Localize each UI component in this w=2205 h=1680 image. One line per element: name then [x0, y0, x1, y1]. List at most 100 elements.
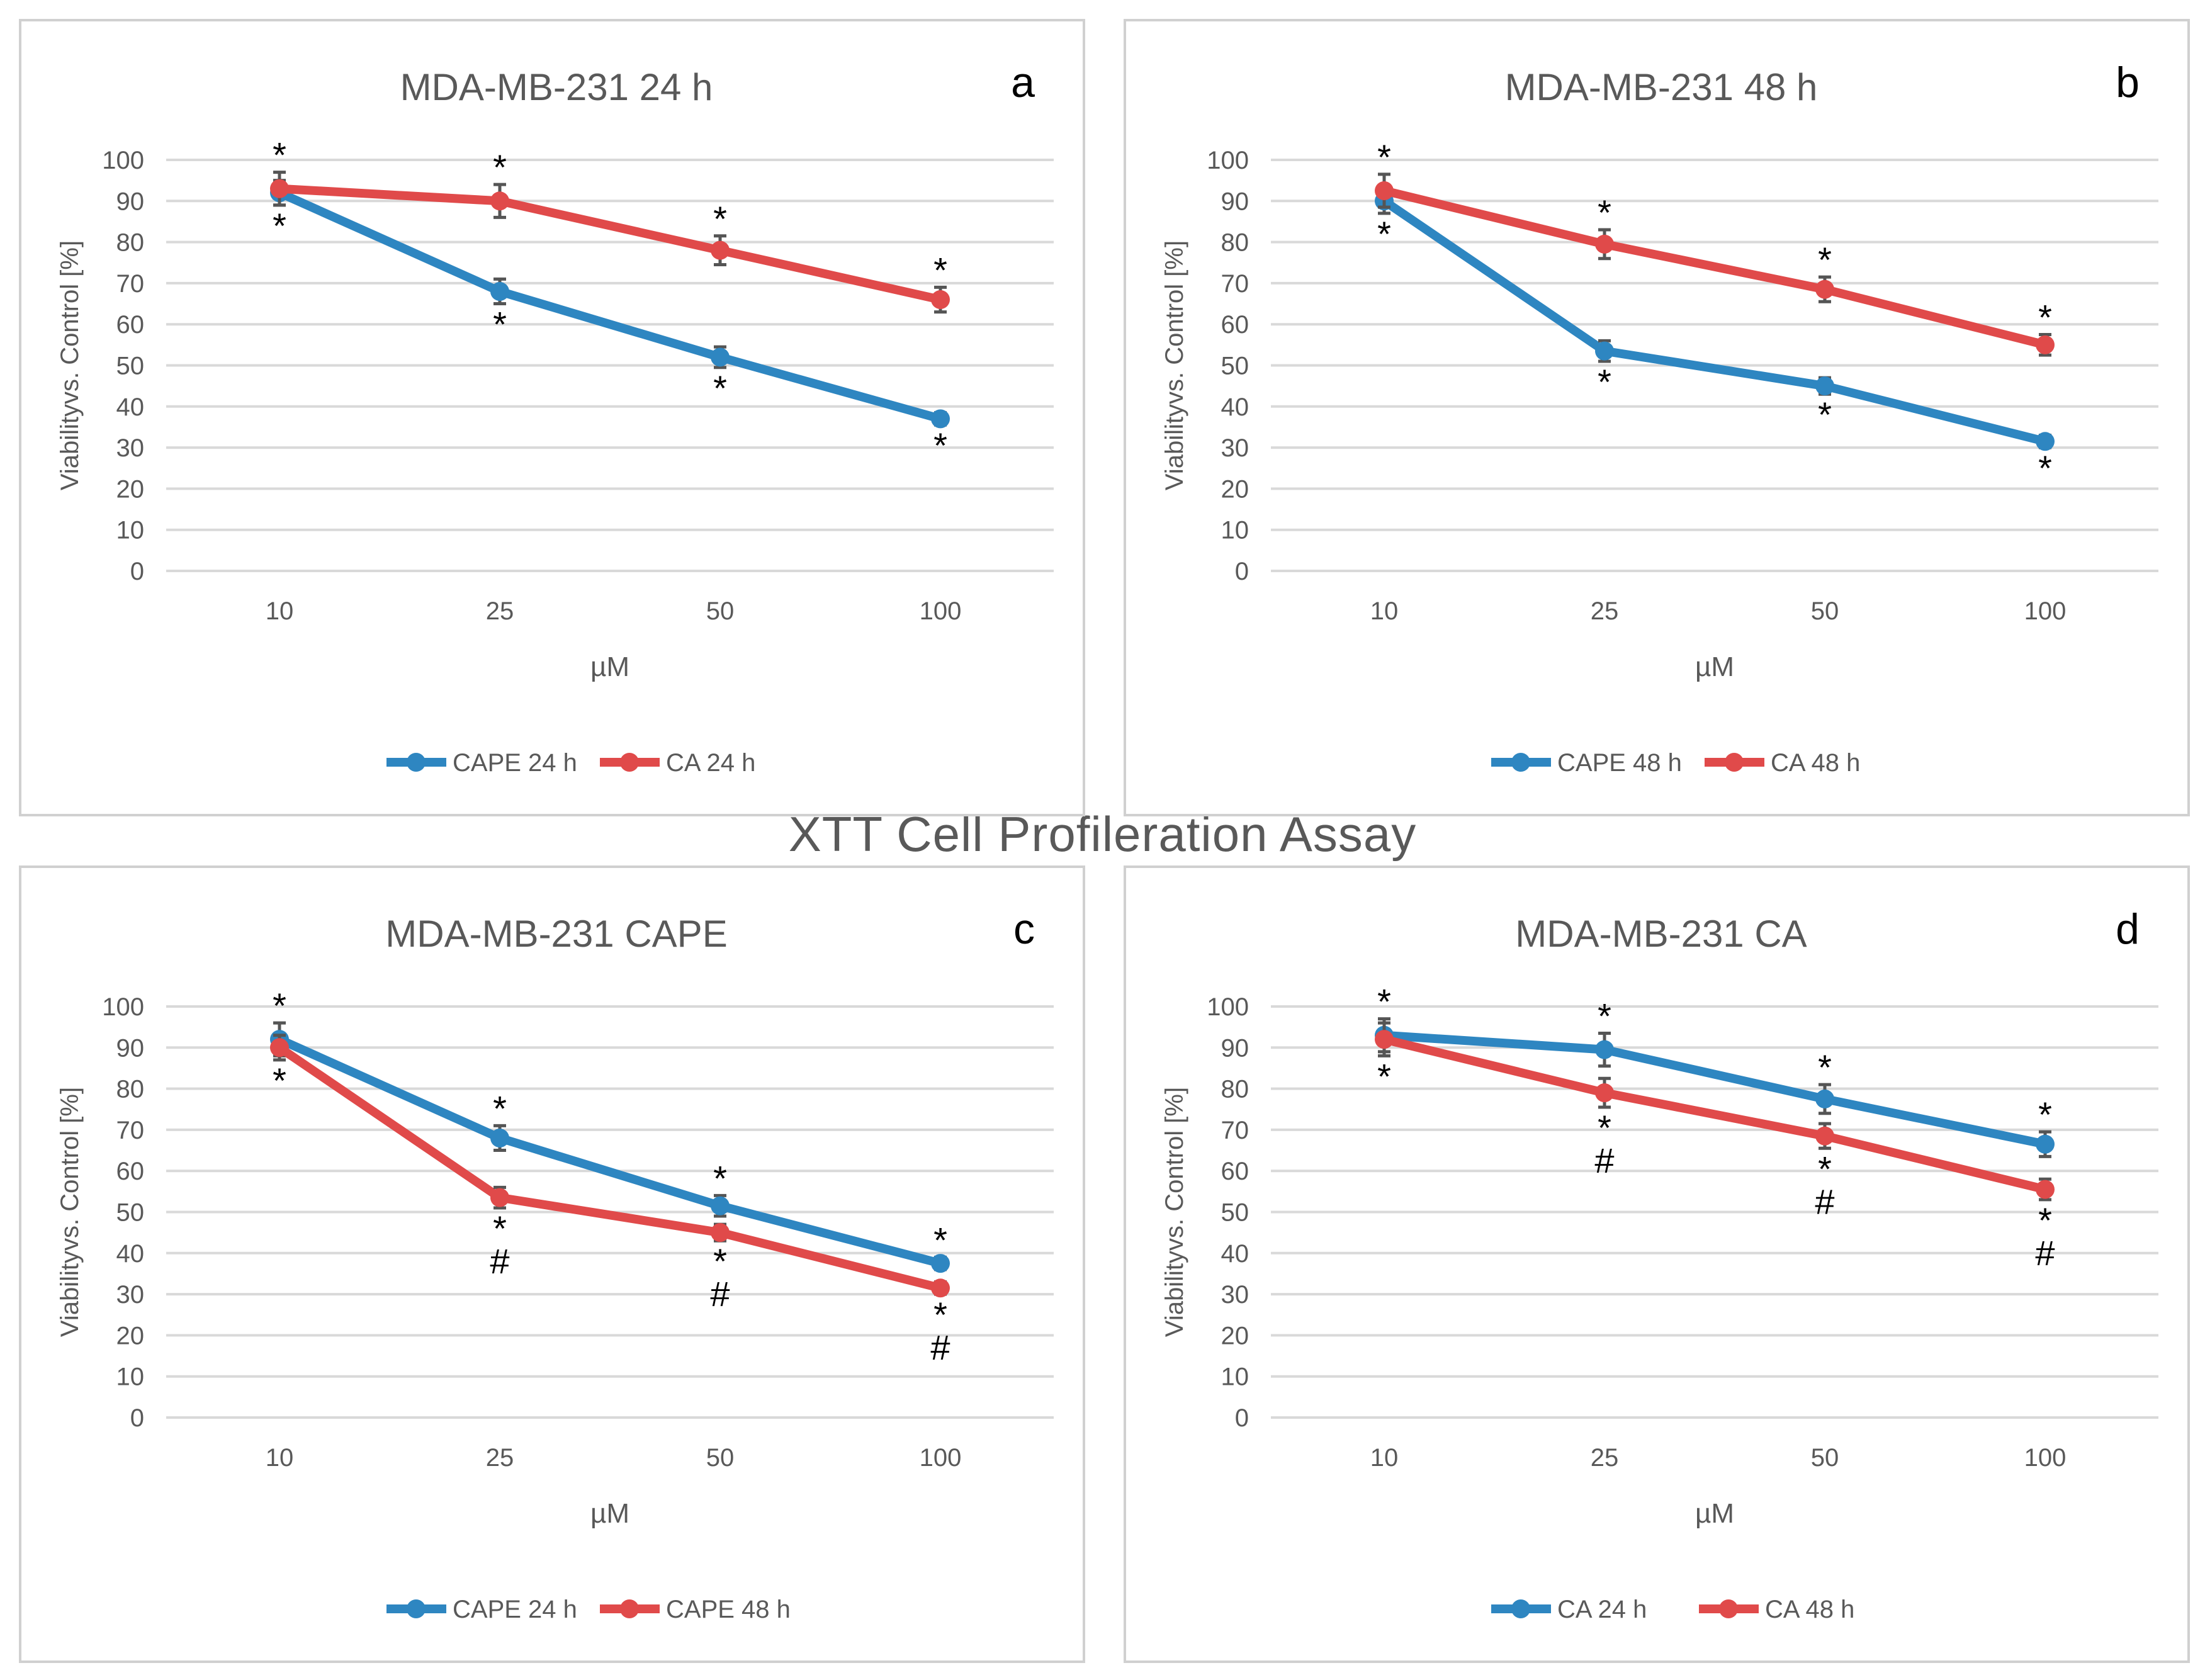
- y-tick-label: 40: [116, 1240, 145, 1268]
- chart-panel-c: MDA-MB-231 CAPE c 0 10 20 30 40 50 60 70 80 90 100 10…: [19, 865, 1085, 1663]
- y-tick-label: 40: [1221, 393, 1249, 421]
- significance-mark: *: [273, 986, 286, 1025]
- legend: CA 24 h CA 48 h: [1491, 1596, 1854, 1623]
- significance-mark: *: [1818, 1149, 1832, 1188]
- x-tick-label: 25: [486, 1444, 514, 1472]
- y-tick-label: 30: [116, 434, 145, 462]
- y-tick-label: 60: [1221, 1158, 1249, 1185]
- significance-mark: *: [933, 426, 947, 465]
- series-2: * * * *: [1375, 137, 2055, 357]
- significance-mark: #: [2035, 1233, 2055, 1273]
- x-axis-label: µM: [1695, 1498, 1734, 1529]
- y-axis-label: Viabilityvs. Control [%]: [56, 1087, 84, 1337]
- y-tick-label: 10: [1221, 517, 1249, 544]
- x-tick-label: 100: [920, 597, 962, 625]
- panel-letter: b: [2116, 59, 2140, 106]
- x-tick-label: 50: [706, 1444, 735, 1472]
- chart-title: MDA-MB-231 48 h: [1505, 66, 1818, 108]
- significance-mark: *: [713, 368, 727, 408]
- significance-mark: #: [490, 1241, 509, 1281]
- data-point: [931, 1278, 950, 1298]
- significance-mark: *: [273, 1061, 286, 1100]
- significance-mark: *: [2038, 448, 2052, 488]
- series-2: **#*#*#: [270, 1034, 950, 1367]
- y-tick-label: 90: [116, 188, 145, 215]
- legend-swatch-marker: [620, 1599, 639, 1618]
- y-tick-label: 50: [1221, 352, 1249, 380]
- y-tick-label: 40: [1221, 1240, 1249, 1268]
- legend-swatch-marker: [1725, 753, 1744, 772]
- significance-mark: *: [2038, 298, 2052, 337]
- legend: CAPE 24 h CA 24 h: [386, 749, 755, 777]
- significance-mark: *: [1598, 193, 1611, 232]
- legend-item: CAPE 48 h: [1491, 749, 1682, 777]
- data-point: [711, 347, 730, 367]
- y-tick-label: 0: [130, 1404, 144, 1432]
- x-tick-label: 100: [920, 1444, 962, 1472]
- y-tick-label: 90: [116, 1034, 145, 1062]
- significance-mark: *: [493, 1088, 507, 1128]
- significance-mark: #: [1594, 1141, 1614, 1180]
- data-point: [711, 1196, 730, 1215]
- legend-item: CA 24 h: [600, 749, 755, 777]
- significance-mark: *: [2038, 1095, 2052, 1134]
- x-tick-label: 100: [2024, 597, 2067, 625]
- panel-letter: c: [1013, 905, 1035, 953]
- panel-letter: d: [2116, 905, 2140, 953]
- panel-letter: a: [1011, 59, 1035, 106]
- series-line: [1384, 1030, 2046, 1149]
- significance-mark: *: [1598, 996, 1611, 1035]
- significance-mark: *: [1377, 982, 1391, 1022]
- chart-svg: MDA-MB-231 CA d 0 10 20 30 40 50 60 70 80 90 100 10 25…: [1161, 905, 2158, 1623]
- chart-title: MDA-MB-231 CA: [1515, 913, 1807, 955]
- legend: CAPE 48 h CA 48 h: [1491, 749, 1860, 777]
- series-1: * * * *: [1375, 187, 2055, 488]
- legend-swatch-marker: [407, 753, 426, 772]
- series-line: [1382, 197, 2046, 446]
- data-point: [1595, 1083, 1614, 1103]
- y-tick-label: 100: [102, 147, 144, 174]
- y-tick-label: 20: [116, 1322, 145, 1350]
- x-axis-label: µM: [590, 1498, 629, 1529]
- chart-svg: MDA-MB-231 24 h a 0 10 20 30 40 50 60 70 80 90 100 10…: [56, 59, 1054, 777]
- significance-mark: *: [493, 1209, 507, 1248]
- chart-panel-a: MDA-MB-231 24 h a 0 10 20 30 40 50 60 70 80 90 100 10…: [19, 19, 1085, 816]
- data-point: [1595, 1040, 1614, 1059]
- data-point: [2036, 432, 2055, 451]
- data-point: [1815, 1089, 1834, 1108]
- data-point: [270, 1038, 289, 1057]
- significance-mark: *: [1377, 1056, 1391, 1096]
- significance-mark: *: [1818, 240, 1832, 279]
- y-tick-label: 80: [1221, 1076, 1249, 1103]
- series-1: * * * *: [270, 179, 950, 465]
- data-point: [490, 191, 509, 211]
- y-tick-label: 10: [1221, 1363, 1249, 1391]
- significance-mark: #: [930, 1328, 950, 1367]
- legend-label: CA 24 h: [1557, 1596, 1647, 1623]
- x-tick-label: 25: [1591, 1444, 1619, 1472]
- y-tick-label: 60: [116, 1158, 145, 1185]
- data-point: [1375, 181, 1394, 200]
- x-tick-label: 10: [1370, 1444, 1399, 1472]
- significance-mark: #: [710, 1274, 730, 1314]
- y-tick-label: 30: [1221, 434, 1249, 462]
- data-point: [2036, 335, 2055, 354]
- chart-svg: MDA-MB-231 CAPE c 0 10 20 30 40 50 60 70 80 90 100 10…: [56, 905, 1054, 1623]
- data-point: [2036, 1134, 2055, 1154]
- legend-label: CA 48 h: [1771, 749, 1860, 777]
- series-line: [277, 1044, 942, 1293]
- legend-label: CAPE 24 h: [453, 749, 577, 777]
- significance-mark: *: [1598, 362, 1611, 402]
- y-tick-label: 0: [130, 558, 144, 585]
- series-line: [1383, 186, 2046, 349]
- chart-panel-b: MDA-MB-231 48 h b 0 10 20 30 40 50 60 70 80 90 100 10…: [1124, 19, 2190, 816]
- significance-mark: *: [933, 1220, 947, 1260]
- significance-mark: *: [1818, 395, 1832, 434]
- legend-label: CAPE 48 h: [1557, 749, 1682, 777]
- data-point: [1595, 234, 1614, 254]
- x-tick-label: 50: [706, 597, 735, 625]
- legend-item: CAPE 24 h: [386, 749, 577, 777]
- x-axis-label: µM: [1695, 651, 1734, 682]
- y-tick-label: 90: [1221, 1034, 1249, 1062]
- y-axis-label: Viabilityvs. Control [%]: [1161, 1087, 1188, 1337]
